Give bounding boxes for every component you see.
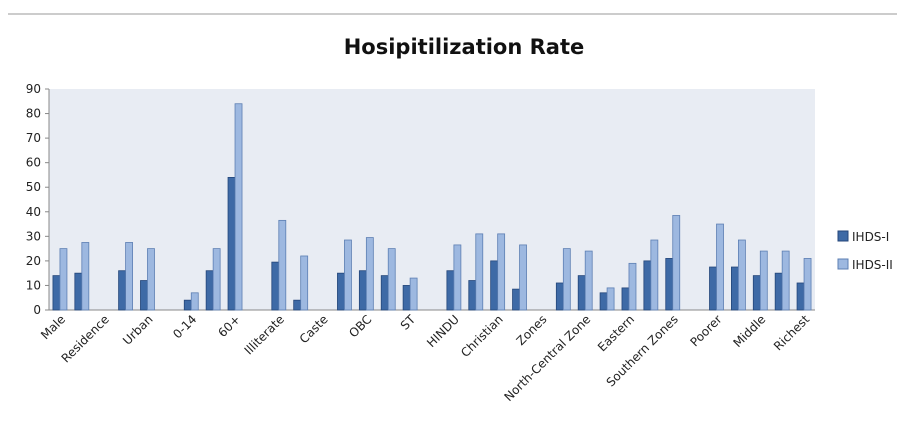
bar <box>577 275 586 311</box>
bar <box>665 258 674 311</box>
bar <box>490 260 499 311</box>
x-tick-label: Poorer <box>688 312 725 349</box>
bar <box>118 270 126 311</box>
bar <box>497 233 506 311</box>
bar <box>52 275 61 311</box>
y-tick-label: 0 <box>33 303 41 317</box>
bar <box>227 176 236 311</box>
y-tick-label: 20 <box>26 254 41 268</box>
bar <box>74 272 83 311</box>
bar <box>365 237 374 311</box>
bar <box>190 292 199 311</box>
bar <box>796 282 805 311</box>
bar <box>519 244 527 311</box>
bar <box>752 275 761 311</box>
x-tick-label: Residence <box>59 312 112 365</box>
x-tick-label: Urban <box>120 312 156 348</box>
x-tick-label: Richest <box>771 312 812 353</box>
bar <box>628 262 637 311</box>
bar <box>387 248 396 311</box>
bar <box>409 277 418 311</box>
bar <box>446 270 455 311</box>
y-tick-label: 80 <box>26 107 41 121</box>
bar <box>300 255 309 311</box>
bar <box>453 244 462 311</box>
bar <box>621 287 630 311</box>
bar <box>599 292 608 311</box>
bar <box>606 287 615 311</box>
bar <box>468 280 477 311</box>
bar <box>293 299 302 311</box>
bar <box>147 248 155 311</box>
bar <box>584 250 593 311</box>
bar <box>402 285 411 311</box>
bar <box>234 103 243 311</box>
bar <box>562 248 571 311</box>
bar <box>278 219 287 311</box>
y-tick-label: 90 <box>26 82 41 96</box>
bar <box>140 280 148 311</box>
y-tick-label: 30 <box>26 229 41 243</box>
x-tick-label: Male <box>38 312 68 342</box>
y-tick-label: 40 <box>26 205 41 219</box>
bar <box>555 282 564 311</box>
bar <box>358 270 367 311</box>
bar <box>643 260 652 311</box>
legend-label: IHDS-I <box>852 230 889 244</box>
x-tick-label: Eastern <box>595 312 637 354</box>
legend-swatch <box>837 230 849 242</box>
bar <box>738 239 746 311</box>
bar <box>512 288 520 311</box>
bar <box>212 248 221 311</box>
x-tick-label: Caste <box>297 312 331 346</box>
bar <box>716 223 724 311</box>
bar <box>81 242 90 311</box>
x-tick-label: OBC <box>346 312 374 340</box>
x-tick-label: North-Central Zone <box>501 312 593 404</box>
bar <box>650 239 659 311</box>
chart-title: Hosipitilization Rate <box>344 35 585 59</box>
bar <box>271 261 280 311</box>
bar <box>774 272 783 311</box>
legend-swatch <box>837 258 849 270</box>
bar <box>709 266 717 311</box>
bar <box>205 270 214 311</box>
x-tick-label: 60+ <box>215 312 243 340</box>
bar <box>781 250 790 311</box>
x-tick-label: Zones <box>514 312 550 348</box>
x-tick-label: Illiterate <box>242 312 287 357</box>
x-tick-label: Middle <box>730 312 768 350</box>
y-tick-label: 60 <box>26 156 41 170</box>
bar <box>380 275 389 311</box>
bar <box>803 258 812 311</box>
bar <box>475 233 484 311</box>
bar <box>125 242 133 311</box>
bar <box>344 239 352 311</box>
plot-area <box>49 89 815 310</box>
y-tick-label: 10 <box>26 278 41 292</box>
legend-label: IHDS-II <box>852 258 893 272</box>
x-tick-label: Christian <box>458 312 506 360</box>
y-tick-label: 70 <box>26 131 41 145</box>
x-tick-label: 0-14 <box>170 312 199 341</box>
bar <box>672 215 681 311</box>
y-tick-label: 50 <box>26 180 41 194</box>
bar <box>183 299 192 311</box>
bar <box>59 248 68 311</box>
x-tick-label: HINDU <box>424 312 462 350</box>
bar <box>337 272 345 311</box>
x-tick-label: ST <box>398 312 419 333</box>
bar <box>731 266 739 311</box>
bar <box>759 250 768 311</box>
